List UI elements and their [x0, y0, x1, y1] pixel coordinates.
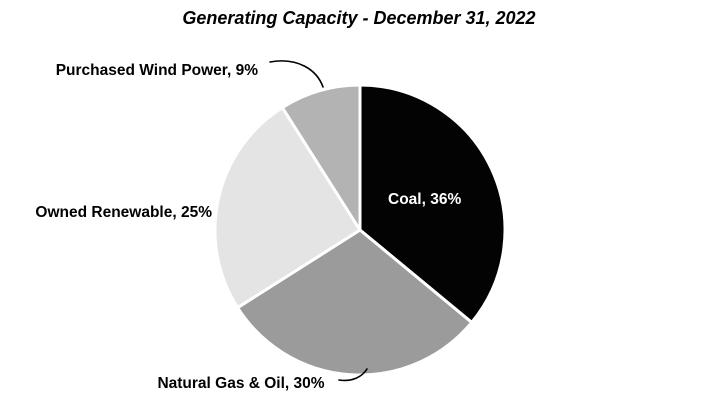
slice-label-owned-renewable: Owned Renewable, 25%: [35, 204, 212, 221]
pie-slice-natural-gas-oil: [236, 228, 474, 377]
slice-label-purchased-wind-power: Purchased Wind Power, 9%: [56, 62, 258, 79]
pie-slice-coal: [358, 83, 507, 324]
slice-label-coal: Coal, 36%: [388, 191, 461, 208]
leader-line-natural-gas-oil: [338, 368, 368, 382]
pie-slices-group: [213, 83, 507, 377]
pie-slice-purchased-wind-power: [280, 83, 362, 232]
leader-line-purchased-wind-power: [269, 60, 324, 88]
chart-title: Generating Capacity - December 31, 2022: [182, 8, 535, 28]
slice-label-natural-gas-oil: Natural Gas & Oil, 30%: [157, 375, 324, 392]
pie-slice-owned-renewable: [213, 106, 362, 310]
